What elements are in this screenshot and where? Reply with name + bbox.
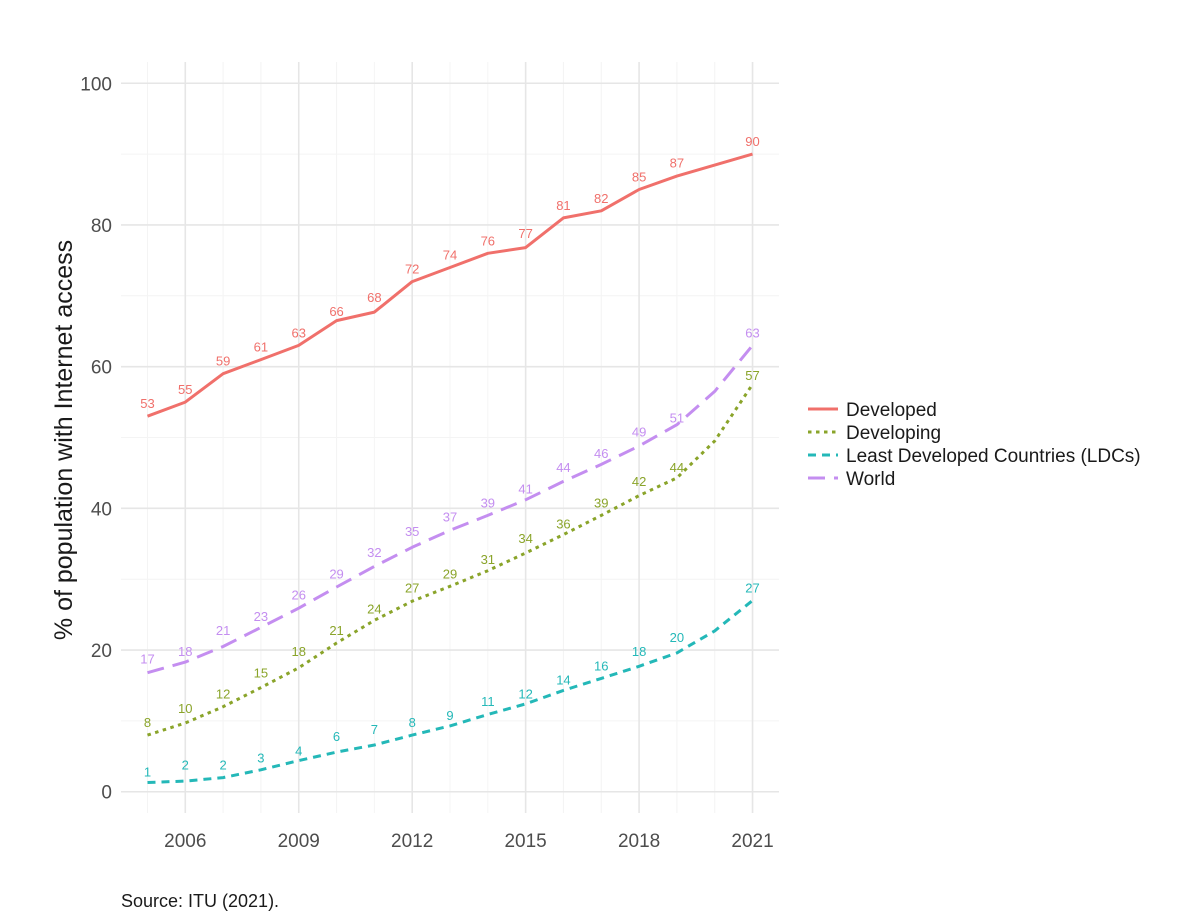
- data-label-developed: 76: [481, 233, 495, 248]
- data-label-developed: 59: [216, 354, 230, 369]
- data-label-developing: 12: [216, 687, 230, 702]
- legend-item-least-developed-countries-ldcs: Least Developed Countries (LDCs): [808, 446, 1141, 467]
- data-label-developed: 66: [329, 304, 343, 319]
- data-label-developing: 10: [178, 701, 192, 716]
- legend-label-least-developed-countries-ldcs: Least Developed Countries (LDCs): [846, 446, 1141, 467]
- data-label-least-developed-countries-ldcs: 20: [670, 630, 684, 645]
- data-label-world: 63: [745, 325, 759, 340]
- x-tick-label: 2021: [731, 831, 773, 852]
- data-label-developed: 74: [443, 247, 457, 262]
- source-note: Source: ITU (2021).: [121, 891, 279, 911]
- series-line-least-developed-countries-ldcs: [147, 599, 754, 784]
- y-tick-label: 20: [91, 641, 112, 662]
- x-tick-label: 2006: [164, 831, 206, 852]
- series-line-developed: [146, 152, 753, 418]
- x-tick-label: 2009: [278, 831, 320, 852]
- data-label-world: 29: [329, 566, 343, 581]
- data-label-world: 23: [254, 609, 268, 624]
- series-lines: [146, 152, 754, 784]
- data-label-developed: 53: [140, 396, 154, 411]
- y-tick-label: 40: [91, 499, 112, 520]
- data-label-least-developed-countries-ldcs: 6: [333, 729, 340, 744]
- data-label-world: 44: [556, 460, 570, 475]
- data-label-world: 41: [518, 481, 532, 496]
- data-label-world: 46: [594, 446, 608, 461]
- data-label-least-developed-countries-ldcs: 12: [518, 687, 532, 702]
- data-label-developing: 31: [481, 552, 495, 567]
- y-tick-label: 0: [101, 783, 112, 804]
- x-tick-label: 2018: [618, 831, 660, 852]
- data-label-developed: 55: [178, 382, 192, 397]
- data-label-developed: 87: [670, 155, 684, 170]
- data-label-world: 35: [405, 524, 419, 539]
- legend-label-developing: Developing: [846, 423, 941, 444]
- data-label-least-developed-countries-ldcs: 8: [409, 715, 416, 730]
- y-tick-label: 100: [80, 74, 112, 95]
- series-line-world: [147, 344, 754, 675]
- data-label-developed: 90: [745, 134, 759, 149]
- data-label-world: 37: [443, 510, 457, 525]
- data-label-developed: 63: [292, 325, 306, 340]
- data-label-developing: 57: [745, 368, 759, 383]
- data-label-developing: 39: [594, 495, 608, 510]
- data-label-developing: 24: [367, 602, 381, 617]
- data-label-world: 32: [367, 545, 381, 560]
- grid-layer: [121, 62, 779, 813]
- data-label-least-developed-countries-ldcs: 18: [632, 644, 646, 659]
- data-label-developing: 36: [556, 517, 570, 532]
- data-label-developing: 21: [329, 623, 343, 638]
- legend-label-developed: Developed: [846, 400, 937, 421]
- data-label-world: 21: [216, 623, 230, 638]
- data-label-developing: 15: [254, 665, 268, 680]
- data-label-least-developed-countries-ldcs: 11: [481, 694, 495, 709]
- series-line-developing: [147, 383, 754, 737]
- data-label-developing: 44: [670, 460, 684, 475]
- data-label-world: 26: [292, 588, 306, 603]
- data-label-developed: 81: [556, 198, 570, 213]
- y-tick-label: 80: [91, 216, 112, 237]
- data-label-developing: 42: [632, 474, 646, 489]
- data-label-developing: 34: [518, 531, 532, 546]
- y-axis-title: % of population with Internet access: [50, 240, 78, 640]
- x-tick-label: 2012: [391, 831, 433, 852]
- data-label-least-developed-countries-ldcs: 4: [295, 743, 302, 758]
- data-label-world: 17: [140, 651, 154, 666]
- data-label-least-developed-countries-ldcs: 14: [556, 673, 570, 688]
- legend-label-world: World: [846, 469, 895, 490]
- data-label-developing: 8: [144, 715, 151, 730]
- legend-item-developing: Developing: [808, 423, 941, 444]
- data-label-developed: 72: [405, 262, 419, 277]
- legend-item-developed: Developed: [808, 400, 937, 421]
- y-tick-label: 60: [91, 358, 112, 379]
- data-label-least-developed-countries-ldcs: 2: [182, 758, 189, 773]
- data-label-least-developed-countries-ldcs: 1: [144, 765, 151, 780]
- data-label-world: 51: [670, 410, 684, 425]
- data-label-least-developed-countries-ldcs: 3: [257, 750, 264, 765]
- data-label-developed: 61: [254, 340, 268, 355]
- data-label-least-developed-countries-ldcs: 2: [219, 758, 226, 773]
- legend-item-world: World: [808, 469, 895, 490]
- data-label-developed: 68: [367, 290, 381, 305]
- data-label-developing: 18: [292, 644, 306, 659]
- data-label-developing: 29: [443, 566, 457, 581]
- data-label-developing: 27: [405, 580, 419, 595]
- data-label-least-developed-countries-ldcs: 16: [594, 658, 608, 673]
- data-label-developed: 77: [518, 226, 532, 241]
- data-label-developed: 85: [632, 170, 646, 185]
- data-label-least-developed-countries-ldcs: 9: [446, 708, 453, 723]
- data-label-developed: 82: [594, 191, 608, 206]
- x-tick-label: 2015: [504, 831, 546, 852]
- data-label-least-developed-countries-ldcs: 27: [745, 580, 759, 595]
- data-label-world: 49: [632, 425, 646, 440]
- data-label-world: 39: [481, 495, 495, 510]
- data-label-least-developed-countries-ldcs: 7: [371, 722, 378, 737]
- data-label-world: 18: [178, 644, 192, 659]
